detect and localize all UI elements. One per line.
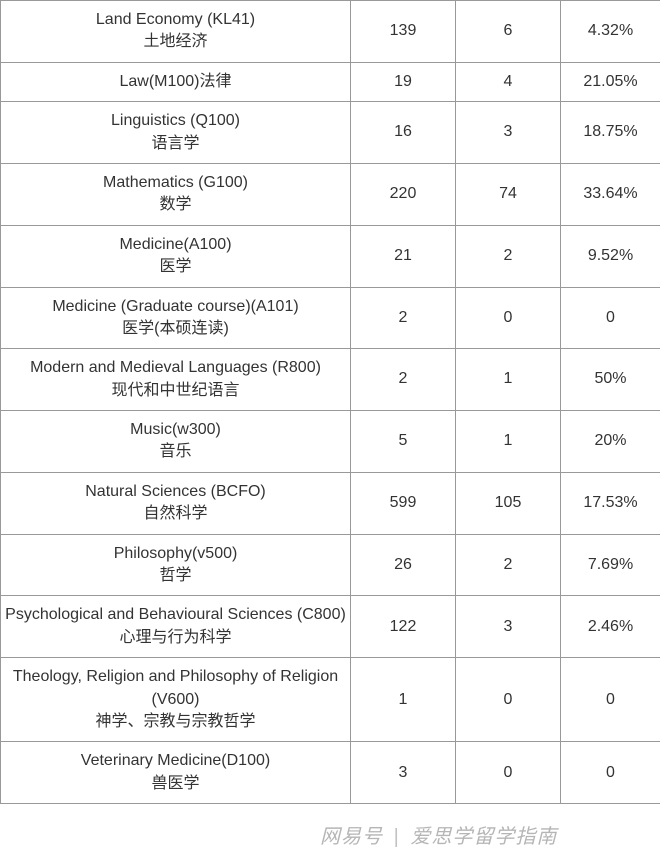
- subject-name-cn: 数学: [5, 194, 346, 216]
- cell-val2: 0: [456, 658, 561, 742]
- table-row: Music(w300)音乐5120%: [1, 411, 660, 473]
- subject-name-en: Medicine (Graduate course)(A101): [5, 296, 346, 318]
- subject-name-cell: Linguistics (Q100)语言学: [1, 102, 351, 164]
- cell-val3: 0: [561, 742, 660, 804]
- cell-val2: 74: [456, 163, 561, 225]
- subject-name-cell: Philosophy(v500)哲学: [1, 534, 351, 596]
- subject-name-cell: Theology, Religion and Philosophy of Rel…: [1, 658, 351, 742]
- cell-val3: 9.52%: [561, 225, 660, 287]
- subject-name-cn: 自然科学: [5, 503, 346, 525]
- cell-val1: 2: [351, 349, 456, 411]
- subject-name-cell: Medicine (Graduate course)(A101)医学(本硕连读): [1, 287, 351, 349]
- cell-val3: 17.53%: [561, 472, 660, 534]
- cell-val2: 1: [456, 411, 561, 473]
- cell-val1: 5: [351, 411, 456, 473]
- subject-name-cell: Medicine(A100)医学: [1, 225, 351, 287]
- cell-val1: 16: [351, 102, 456, 164]
- subject-name-en: Psychological and Behavioural Sciences (…: [5, 604, 346, 626]
- cell-val2: 2: [456, 225, 561, 287]
- cell-val3: 2.46%: [561, 596, 660, 658]
- table-row: Law(M100)法律19421.05%: [1, 62, 660, 101]
- table-row: Linguistics (Q100)语言学16318.75%: [1, 102, 660, 164]
- cell-val1: 3: [351, 742, 456, 804]
- cell-val1: 26: [351, 534, 456, 596]
- subject-name-cell: Veterinary Medicine(D100)兽医学: [1, 742, 351, 804]
- cell-val2: 3: [456, 102, 561, 164]
- subject-name-en: Music(w300): [5, 419, 346, 441]
- table-row: Land Economy (KL41)土地经济13964.32%: [1, 1, 660, 63]
- watermark-right: 爱思学留学指南: [410, 826, 557, 848]
- subject-name-en: Modern and Medieval Languages (R800): [5, 357, 346, 379]
- subject-name-en: Law(M100)法律: [5, 71, 346, 93]
- subject-name-en: Veterinary Medicine(D100): [5, 750, 346, 772]
- cell-val1: 599: [351, 472, 456, 534]
- subjects-table: Land Economy (KL41)土地经济13964.32%Law(M100…: [0, 0, 660, 804]
- table-row: Natural Sciences (BCFO)自然科学59910517.53%: [1, 472, 660, 534]
- table-row: Mathematics (G100)数学2207433.64%: [1, 163, 660, 225]
- cell-val3: 20%: [561, 411, 660, 473]
- cell-val2: 3: [456, 596, 561, 658]
- table-row: Medicine (Graduate course)(A101)医学(本硕连读)…: [1, 287, 660, 349]
- cell-val2: 4: [456, 62, 561, 101]
- subject-name-en: Theology, Religion and Philosophy of Rel…: [5, 666, 346, 711]
- subject-name-cn: 神学、宗教与宗教哲学: [5, 711, 346, 733]
- subject-name-en: Philosophy(v500): [5, 543, 346, 565]
- subject-name-cn: 现代和中世纪语言: [5, 380, 346, 402]
- cell-val1: 220: [351, 163, 456, 225]
- subject-name-cell: Psychological and Behavioural Sciences (…: [1, 596, 351, 658]
- subject-name-cn: 哲学: [5, 565, 346, 587]
- cell-val2: 105: [456, 472, 561, 534]
- watermark: 网易号 | 爱思学留学指南: [320, 820, 557, 849]
- cell-val1: 2: [351, 287, 456, 349]
- subject-name-cell: Modern and Medieval Languages (R800)现代和中…: [1, 349, 351, 411]
- cell-val3: 21.05%: [561, 62, 660, 101]
- cell-val3: 7.69%: [561, 534, 660, 596]
- subject-name-cn: 医学(本硕连读): [5, 318, 346, 340]
- cell-val2: 0: [456, 287, 561, 349]
- table-row: Modern and Medieval Languages (R800)现代和中…: [1, 349, 660, 411]
- cell-val1: 139: [351, 1, 456, 63]
- watermark-separator: |: [394, 826, 400, 848]
- cell-val1: 122: [351, 596, 456, 658]
- subject-name-en: Natural Sciences (BCFO): [5, 481, 346, 503]
- cell-val1: 1: [351, 658, 456, 742]
- table-row: Philosophy(v500)哲学2627.69%: [1, 534, 660, 596]
- subject-name-cn: 语言学: [5, 133, 346, 155]
- subject-name-cn: 兽医学: [5, 773, 346, 795]
- subject-name-en: Medicine(A100): [5, 234, 346, 256]
- cell-val3: 4.32%: [561, 1, 660, 63]
- table-row: Psychological and Behavioural Sciences (…: [1, 596, 660, 658]
- cell-val3: 0: [561, 658, 660, 742]
- cell-val3: 18.75%: [561, 102, 660, 164]
- table-row: Theology, Religion and Philosophy of Rel…: [1, 658, 660, 742]
- cell-val3: 0: [561, 287, 660, 349]
- cell-val1: 19: [351, 62, 456, 101]
- cell-val2: 1: [456, 349, 561, 411]
- subject-name-cell: Mathematics (G100)数学: [1, 163, 351, 225]
- subject-name-cell: Law(M100)法律: [1, 62, 351, 101]
- cell-val1: 21: [351, 225, 456, 287]
- cell-val2: 0: [456, 742, 561, 804]
- subject-name-en: Mathematics (G100): [5, 172, 346, 194]
- table-row: Veterinary Medicine(D100)兽医学300: [1, 742, 660, 804]
- subject-name-en: Land Economy (KL41): [5, 9, 346, 31]
- watermark-left: 网易号: [320, 826, 383, 848]
- cell-val2: 6: [456, 1, 561, 63]
- subject-name-cell: Music(w300)音乐: [1, 411, 351, 473]
- subject-name-cn: 医学: [5, 256, 346, 278]
- subject-name-cell: Land Economy (KL41)土地经济: [1, 1, 351, 63]
- subject-name-cell: Natural Sciences (BCFO)自然科学: [1, 472, 351, 534]
- cell-val2: 2: [456, 534, 561, 596]
- table-row: Medicine(A100)医学2129.52%: [1, 225, 660, 287]
- subject-name-cn: 心理与行为科学: [5, 627, 346, 649]
- subject-name-cn: 音乐: [5, 441, 346, 463]
- subject-name-en: Linguistics (Q100): [5, 110, 346, 132]
- subject-name-cn: 土地经济: [5, 31, 346, 53]
- cell-val3: 50%: [561, 349, 660, 411]
- cell-val3: 33.64%: [561, 163, 660, 225]
